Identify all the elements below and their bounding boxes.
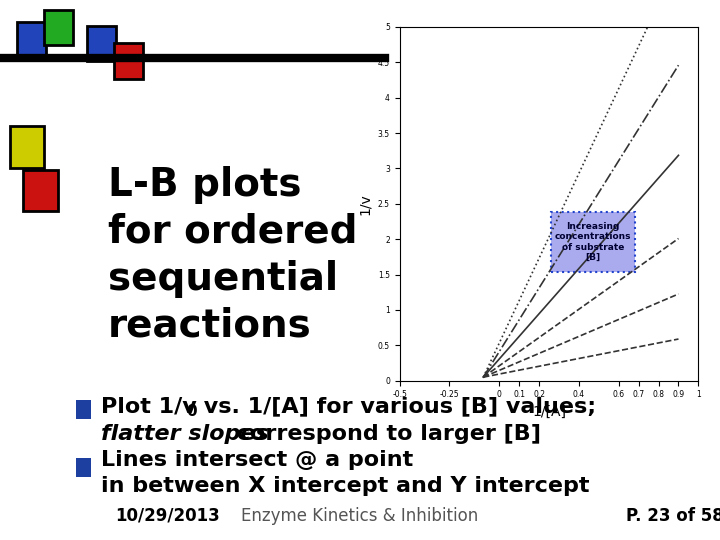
Text: Increasing
concentrations
of substrate
[B]: Increasing concentrations of substrate [… — [554, 222, 631, 262]
Text: flatter slopes: flatter slopes — [101, 424, 269, 444]
Text: Enzyme Kinetics & Inhibition: Enzyme Kinetics & Inhibition — [241, 507, 479, 525]
Bar — [45, 10, 73, 45]
Bar — [114, 43, 143, 79]
FancyBboxPatch shape — [551, 212, 634, 273]
Text: in between X intercept and Y intercept: in between X intercept and Y intercept — [101, 476, 589, 496]
Text: Plot 1/v: Plot 1/v — [101, 396, 197, 416]
Bar — [17, 22, 46, 57]
Text: 0: 0 — [186, 404, 197, 419]
Text: vs. 1/[A] for various [B] values;: vs. 1/[A] for various [B] values; — [196, 396, 596, 416]
Bar — [23, 170, 58, 211]
Bar — [76, 458, 91, 477]
Text: P. 23 of 58: P. 23 of 58 — [626, 507, 720, 525]
Y-axis label: 1/v: 1/v — [358, 193, 372, 215]
Bar — [9, 126, 45, 167]
Text: Lines intersect @ a point: Lines intersect @ a point — [101, 450, 413, 470]
Bar — [86, 25, 116, 61]
X-axis label: 1/[A]: 1/[A] — [532, 405, 566, 419]
Text: 10/29/2013: 10/29/2013 — [115, 507, 220, 525]
Text: correspond to larger [B]: correspond to larger [B] — [229, 424, 541, 444]
Bar — [76, 400, 91, 419]
Text: L-B plots
for ordered
sequential
reactions: L-B plots for ordered sequential reactio… — [108, 166, 357, 345]
